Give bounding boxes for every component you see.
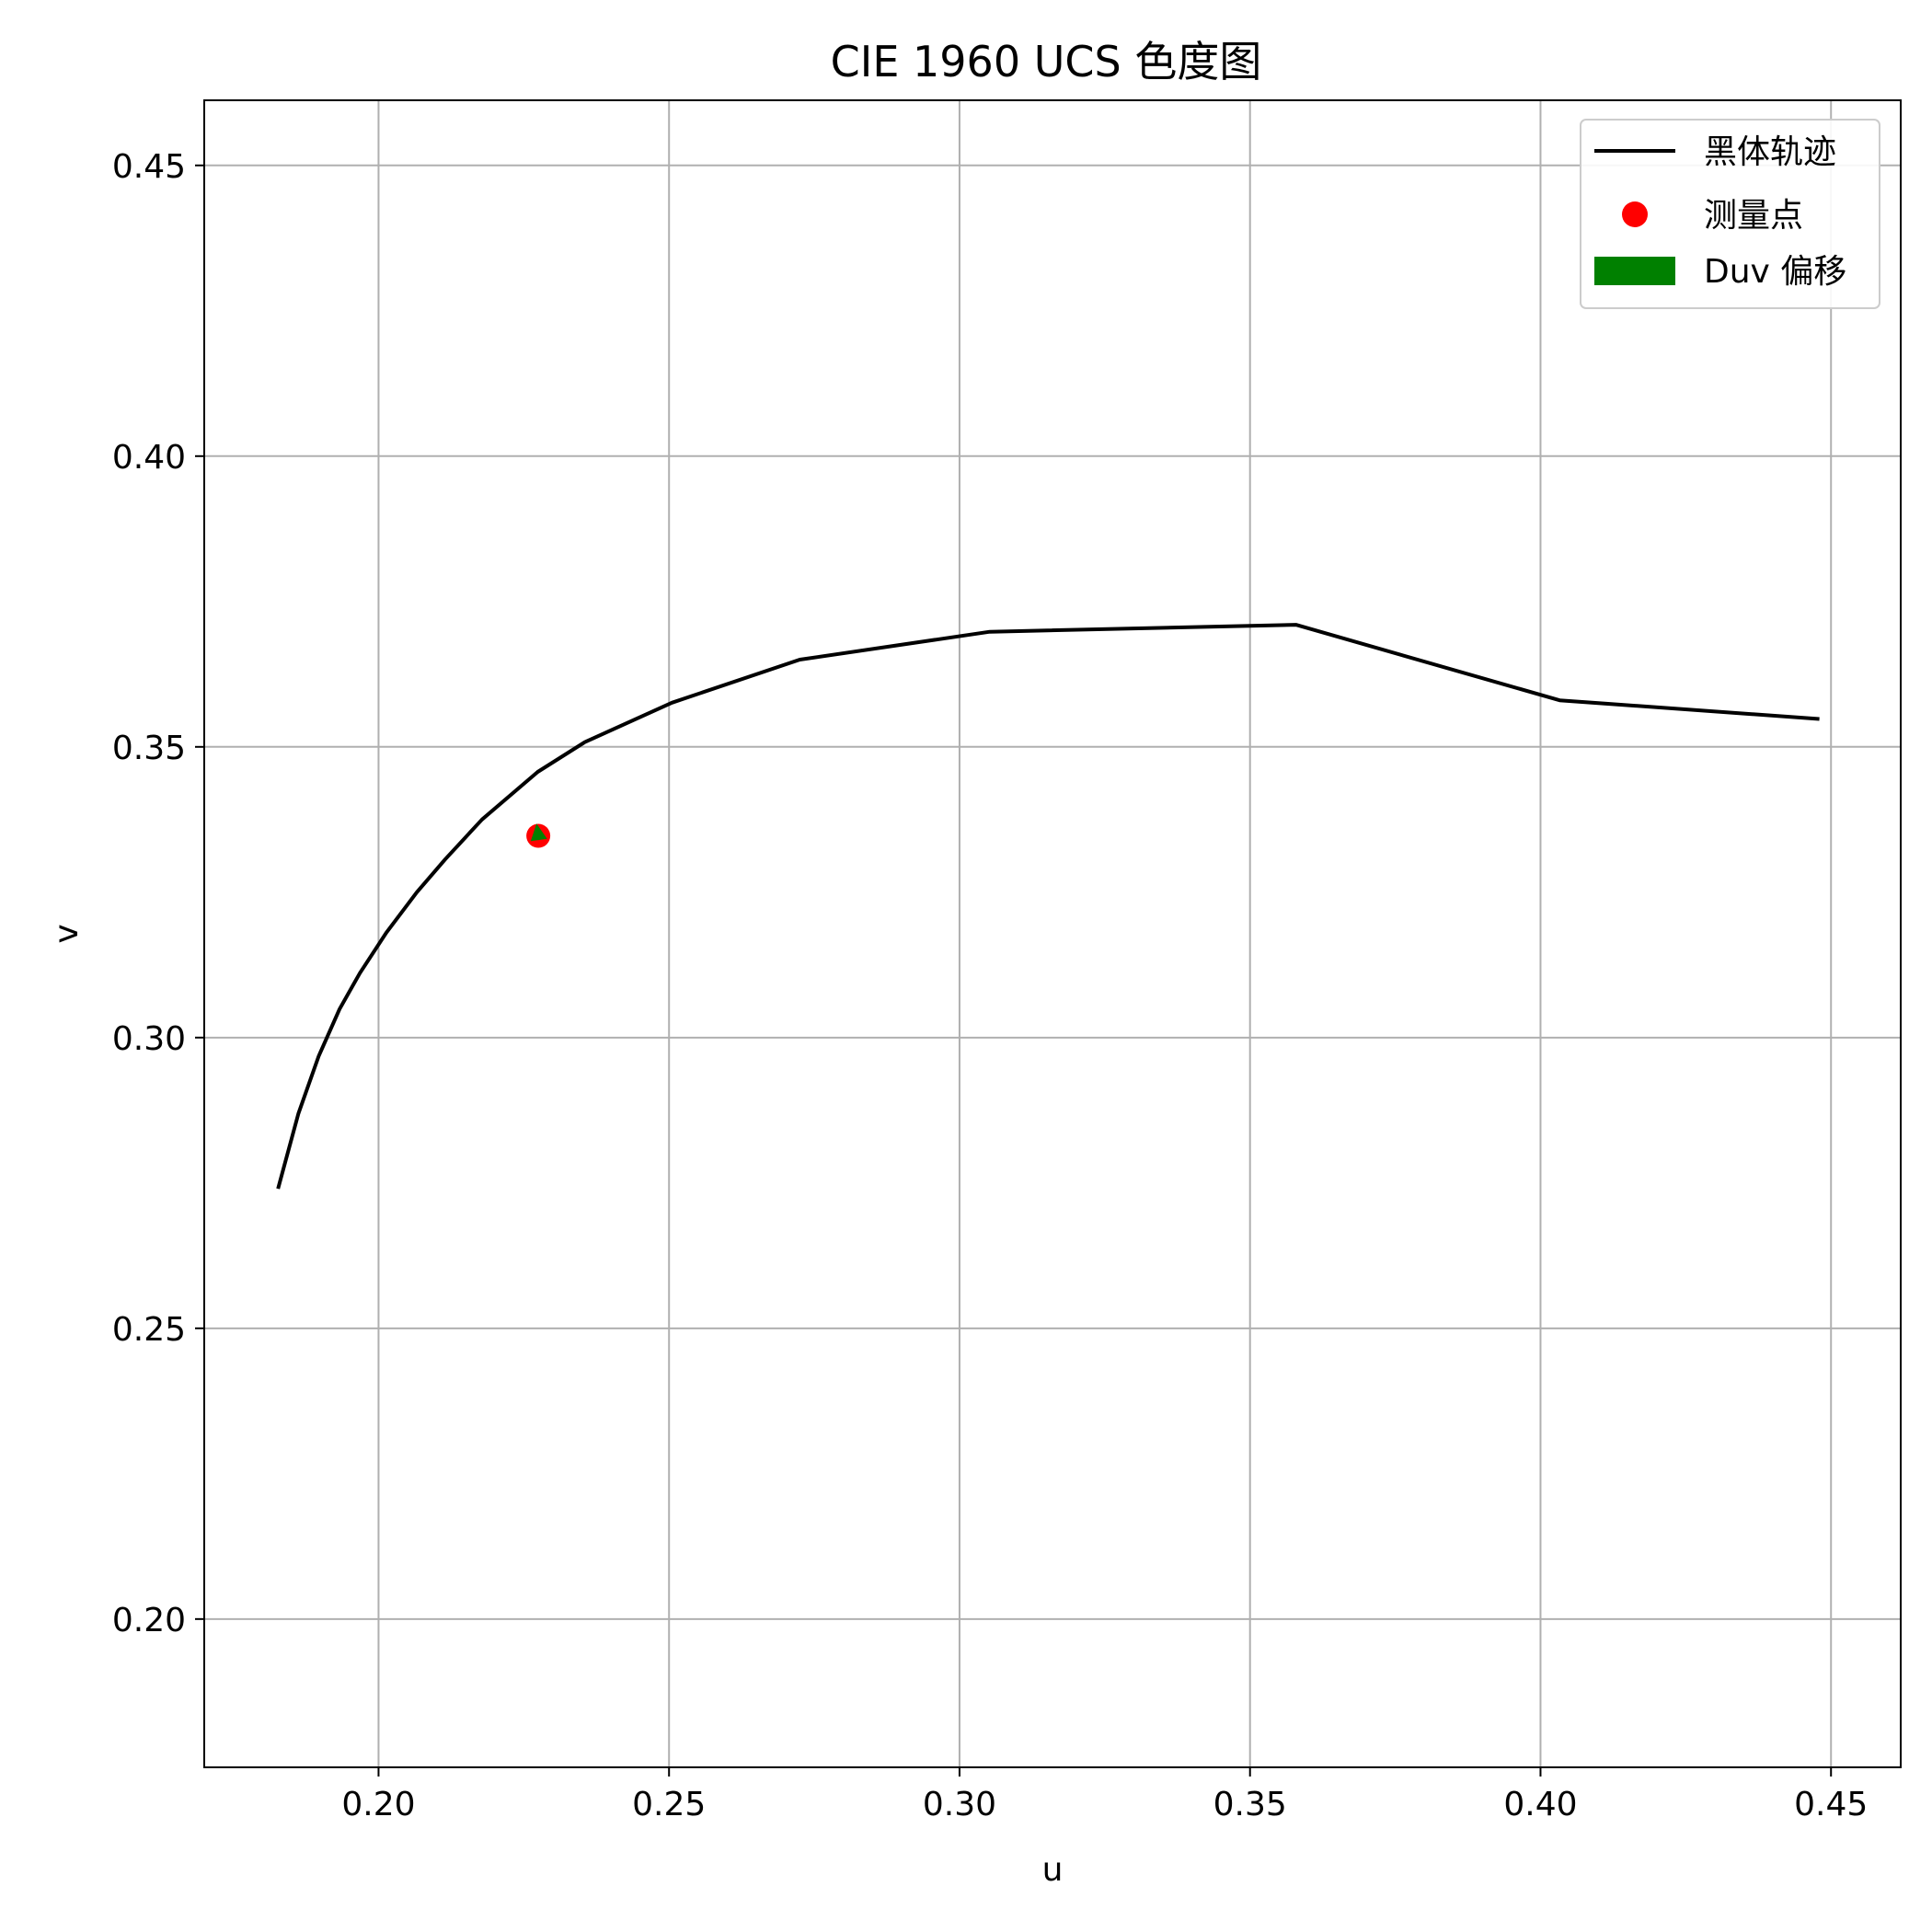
legend-swatch-measurement bbox=[1622, 201, 1648, 227]
grid-layer bbox=[204, 100, 1901, 1767]
x-tick-label: 0.45 bbox=[1794, 1786, 1868, 1823]
blackbody-locus-line bbox=[276, 623, 1820, 1190]
legend-label-blackbody: 黑体轨迹 bbox=[1704, 133, 1836, 171]
tick-layer: 0.20 0.25 0.30 0.35 0.40 0.45 0.20 0.25 0.30 0.35… bbox=[112, 148, 1868, 1823]
duv-offset-arrow-head bbox=[530, 823, 547, 842]
marker-layer bbox=[526, 823, 551, 848]
plot-area bbox=[204, 100, 1901, 1767]
x-tick-label: 0.20 bbox=[341, 1786, 415, 1823]
x-axis-label: u bbox=[1042, 1851, 1064, 1889]
legend: 黑体轨迹 测量点 Duv 偏移 bbox=[1580, 119, 1880, 309]
y-tick-label: 0.30 bbox=[112, 1020, 186, 1058]
y-tick-label: 0.40 bbox=[112, 439, 186, 477]
line-layer bbox=[276, 623, 1820, 1190]
x-tick-label: 0.25 bbox=[632, 1786, 706, 1823]
legend-label-measurement: 测量点 bbox=[1704, 197, 1803, 235]
chart-title: CIE 1960 UCS 色度图 bbox=[831, 37, 1262, 86]
y-tick-label: 0.45 bbox=[112, 148, 186, 186]
legend-label-duv-offset: Duv 偏移 bbox=[1704, 253, 1846, 291]
y-tick-label: 0.20 bbox=[112, 1602, 186, 1639]
plot-frame bbox=[203, 99, 1902, 1768]
legend-swatch-duv-offset bbox=[1594, 257, 1675, 285]
y-tick-label: 0.35 bbox=[112, 730, 186, 767]
x-tick-label: 0.30 bbox=[923, 1786, 996, 1823]
y-axis-label: v bbox=[48, 924, 86, 943]
x-tick-label: 0.35 bbox=[1213, 1786, 1287, 1823]
x-tick-label: 0.40 bbox=[1503, 1786, 1577, 1823]
y-tick-label: 0.25 bbox=[112, 1311, 186, 1349]
